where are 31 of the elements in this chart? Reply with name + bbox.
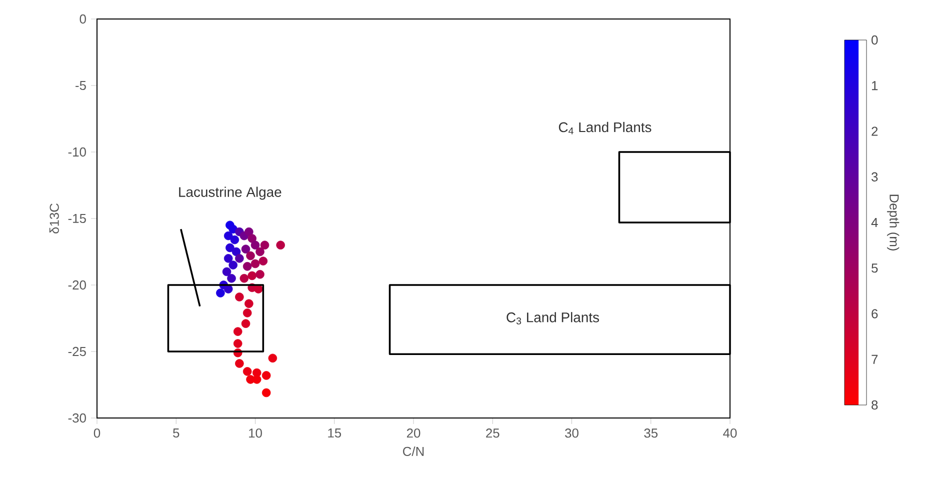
color-bar-label: 6 <box>872 309 878 318</box>
color-bar-label: 1 <box>872 81 878 90</box>
color-bar-label: 3 <box>872 172 878 182</box>
color-bar-label: 7 <box>872 354 878 364</box>
y-tick-label: -25 <box>68 346 86 356</box>
x-tick-label: 10 <box>249 428 262 438</box>
annotation: C$_{4}$ Land Plants <box>558 122 652 134</box>
x-tick-label: 5 <box>173 428 180 438</box>
annotation: C$_{3}$ Land Plants <box>506 312 600 324</box>
y-tick-label: -10 <box>68 147 86 157</box>
x-tick-label: 20 <box>406 428 420 438</box>
x-tick-label: 35 <box>644 428 658 438</box>
x-axis-title: C/N <box>403 446 424 456</box>
color-bar-title: Depth (m) <box>887 194 900 250</box>
y-tick-label: -30 <box>68 413 86 423</box>
x-tick-label: 25 <box>486 428 500 438</box>
color-bar-label: 8 <box>872 400 878 410</box>
y-tick-label: -20 <box>68 280 86 290</box>
y-tick-label: 0 <box>80 14 86 24</box>
color-bar-label: 2 <box>872 126 878 136</box>
x-tick-label: 0 <box>94 428 100 438</box>
y-axis-title: δ13C <box>49 204 59 234</box>
y-tick-label: -15 <box>68 214 86 224</box>
color-bar-label: 4 <box>871 218 878 227</box>
y-tick-label: -5 <box>76 80 86 90</box>
color-bar-label: 5 <box>872 264 878 273</box>
x-tick-label: 30 <box>565 428 578 438</box>
color-bar-label: 0 <box>872 35 878 45</box>
x-tick-label: 40 <box>723 428 737 438</box>
annotation: Lacustrine Algae <box>179 186 282 200</box>
x-tick-label: 15 <box>328 428 342 438</box>
